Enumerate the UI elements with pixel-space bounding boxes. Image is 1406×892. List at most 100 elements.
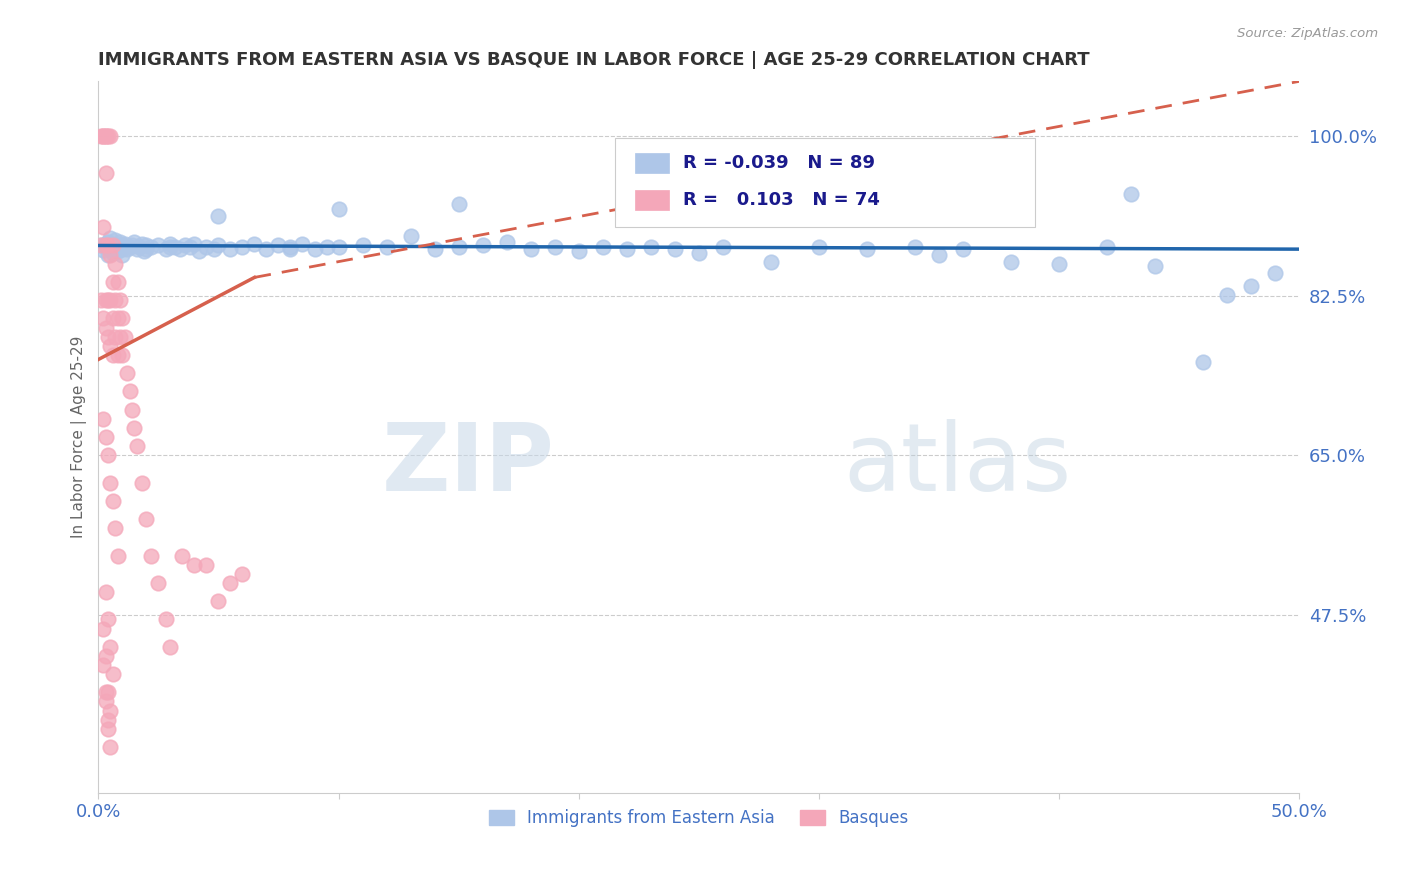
Point — [104, 329, 127, 343]
Point — [107, 244, 129, 258]
Point — [640, 240, 662, 254]
Bar — [636, 153, 669, 173]
FancyBboxPatch shape — [614, 138, 1035, 227]
Point — [141, 240, 163, 254]
Point — [124, 235, 146, 249]
Point — [111, 242, 134, 256]
Point — [447, 196, 470, 211]
Text: R = -0.039   N = 89: R = -0.039 N = 89 — [683, 154, 875, 172]
Point — [856, 242, 879, 256]
Point — [108, 293, 131, 308]
Point — [1119, 187, 1142, 202]
Point — [104, 257, 127, 271]
Point — [447, 240, 470, 254]
Point — [243, 236, 266, 251]
Point — [291, 236, 314, 251]
Point — [104, 233, 127, 247]
Point — [423, 242, 446, 256]
Point — [315, 240, 337, 254]
Point — [904, 240, 927, 254]
Point — [91, 311, 114, 326]
Point — [107, 240, 129, 254]
Point — [94, 585, 117, 599]
Point — [107, 311, 129, 326]
Point — [131, 236, 153, 251]
Point — [111, 311, 134, 326]
Point — [1144, 259, 1167, 273]
Point — [148, 238, 170, 252]
Point — [98, 704, 121, 718]
Point — [98, 247, 121, 261]
Point — [807, 240, 830, 254]
Point — [759, 255, 782, 269]
Point — [1192, 355, 1215, 369]
Point — [91, 622, 114, 636]
Point — [592, 240, 614, 254]
Point — [94, 320, 117, 334]
Point — [952, 242, 974, 256]
Point — [91, 411, 114, 425]
Text: atlas: atlas — [842, 419, 1071, 511]
Point — [108, 238, 131, 252]
Point — [107, 549, 129, 563]
Point — [91, 657, 114, 672]
Point — [108, 235, 131, 249]
Point — [207, 238, 229, 252]
Point — [91, 243, 114, 257]
Point — [219, 242, 242, 256]
Y-axis label: In Labor Force | Age 25-29: In Labor Force | Age 25-29 — [72, 335, 87, 538]
Point — [111, 247, 134, 261]
Point — [1216, 287, 1239, 301]
Point — [101, 275, 124, 289]
Point — [155, 242, 177, 256]
Point — [101, 245, 124, 260]
Point — [97, 685, 120, 699]
Point — [97, 329, 120, 343]
Point — [101, 667, 124, 681]
Point — [98, 293, 121, 308]
Point — [101, 238, 124, 252]
Point — [98, 339, 121, 353]
Point — [202, 242, 225, 256]
Point — [94, 240, 117, 254]
Point — [118, 240, 141, 254]
Point — [267, 238, 290, 252]
Point — [173, 238, 195, 252]
Point — [90, 238, 112, 252]
Point — [544, 240, 567, 254]
Point — [1240, 278, 1263, 293]
Point — [131, 475, 153, 490]
Point — [155, 612, 177, 626]
Text: ZIP: ZIP — [382, 419, 555, 511]
Point — [352, 238, 374, 252]
Point — [101, 493, 124, 508]
Point — [1000, 255, 1022, 269]
Point — [115, 242, 138, 256]
Point — [104, 240, 127, 254]
Point — [135, 238, 157, 252]
Point — [1095, 240, 1118, 254]
Point — [135, 512, 157, 526]
Point — [98, 740, 121, 755]
Point — [104, 521, 127, 535]
Point — [495, 235, 517, 249]
Point — [90, 238, 112, 252]
Point — [90, 293, 112, 308]
Point — [1264, 266, 1286, 280]
Point — [256, 242, 278, 256]
Point — [121, 238, 143, 252]
Point — [94, 694, 117, 708]
Point — [159, 236, 181, 251]
Point — [94, 430, 117, 444]
Point — [94, 236, 117, 251]
Point — [688, 245, 710, 260]
Point — [97, 713, 120, 727]
Point — [207, 594, 229, 608]
Point — [101, 238, 124, 252]
Point — [183, 558, 205, 572]
Point — [94, 685, 117, 699]
Point — [98, 129, 121, 144]
Point — [98, 242, 121, 256]
Point — [108, 329, 131, 343]
Point — [94, 129, 117, 144]
